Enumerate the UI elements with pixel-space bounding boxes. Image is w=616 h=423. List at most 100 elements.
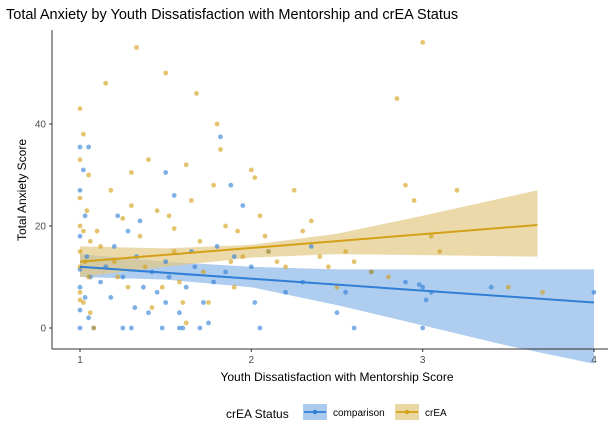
legend-point-comparison <box>312 409 318 415</box>
fit-line-crEA <box>79 224 538 263</box>
point-crEA <box>194 91 199 96</box>
point-crEA <box>98 244 103 249</box>
point-crEA <box>420 40 426 45</box>
point-comparison <box>82 213 88 219</box>
point-comparison <box>129 325 134 331</box>
legend-label-comparison: comparison <box>333 408 385 419</box>
point-comparison <box>488 284 494 290</box>
point-comparison <box>77 307 83 313</box>
point-comparison <box>163 170 169 175</box>
point-crEA <box>317 254 323 259</box>
point-crEA <box>183 320 189 326</box>
point-comparison <box>218 134 223 140</box>
point-crEA <box>240 254 246 259</box>
point-crEA <box>403 182 408 188</box>
point-comparison <box>81 167 86 173</box>
y-tick-label: 40 <box>35 120 47 131</box>
point-comparison <box>420 325 426 331</box>
x-tick-label: 3 <box>420 355 426 366</box>
point-crEA <box>351 259 357 265</box>
point-comparison <box>77 325 83 331</box>
point-comparison <box>206 320 211 326</box>
point-crEA <box>171 249 177 254</box>
point-comparison <box>248 264 254 270</box>
point-comparison <box>132 305 138 310</box>
x-ticks: 1 2 3 4 <box>77 349 597 366</box>
point-crEA <box>154 208 160 214</box>
legend: crEA Status comparison crEA <box>226 404 447 421</box>
point-comparison <box>180 325 186 331</box>
point-crEA <box>103 80 109 86</box>
point-crEA <box>214 121 220 127</box>
confidence-band-crEA <box>80 190 538 277</box>
point-comparison <box>141 284 146 290</box>
point-crEA <box>540 289 545 295</box>
point-crEA <box>129 170 134 175</box>
point-crEA <box>129 203 134 209</box>
point-crEA <box>218 147 223 152</box>
fit-line-comparison <box>79 265 595 304</box>
point-comparison <box>115 213 121 219</box>
point-crEA <box>77 249 83 254</box>
point-crEA <box>283 264 288 270</box>
point-comparison <box>416 282 422 287</box>
point-comparison <box>84 254 90 259</box>
point-crEA <box>428 233 434 239</box>
point-comparison <box>283 289 288 295</box>
point-crEA <box>84 208 90 214</box>
point-crEA <box>81 228 86 234</box>
confidence-band-comparison <box>80 254 594 364</box>
point-comparison <box>86 315 91 321</box>
point-crEA <box>437 249 443 254</box>
x-tick-label: 4 <box>591 355 597 366</box>
fit-lines <box>79 224 595 304</box>
point-crEA <box>86 172 91 178</box>
x-tick-label: 1 <box>77 355 83 366</box>
legend-label-crea: crEA <box>425 408 447 419</box>
y-tick-label: 0 <box>40 324 46 335</box>
point-crEA <box>77 195 83 201</box>
point-crEA <box>368 269 374 275</box>
point-crEA <box>206 300 211 305</box>
point-comparison <box>240 203 246 209</box>
point-crEA <box>77 157 83 163</box>
point-crEA <box>197 238 203 244</box>
point-crEA <box>308 218 314 224</box>
point-crEA <box>231 284 237 290</box>
point-comparison <box>257 325 263 331</box>
point-crEA <box>142 264 148 270</box>
legend-title: crEA Status <box>226 407 289 421</box>
point-crEA <box>146 157 151 163</box>
point-crEA <box>77 297 83 303</box>
point-crEA <box>108 187 114 193</box>
point-comparison <box>223 269 229 275</box>
point-crEA <box>223 223 229 229</box>
point-comparison <box>159 325 165 331</box>
point-comparison <box>146 310 151 316</box>
legend-point-crea <box>404 409 410 415</box>
point-crEA <box>94 228 100 234</box>
point-comparison <box>177 310 182 316</box>
point-crEA <box>505 284 511 290</box>
point-comparison <box>77 284 83 290</box>
point-comparison <box>351 325 357 331</box>
point-crEA <box>77 289 83 295</box>
point-crEA <box>149 305 155 310</box>
point-comparison <box>177 325 182 331</box>
chart-title: Total Anxiety by Youth Dissatisfaction w… <box>6 7 458 23</box>
point-crEA <box>86 274 91 280</box>
scatter-points <box>77 40 597 331</box>
point-crEA <box>87 238 93 244</box>
confidence-bands <box>80 190 594 364</box>
point-comparison <box>591 289 597 295</box>
point-comparison <box>231 254 237 259</box>
point-comparison <box>308 244 314 249</box>
point-comparison <box>163 259 169 265</box>
y-ticks: 0 20 40 <box>35 120 52 335</box>
point-crEA <box>87 310 93 316</box>
point-comparison <box>334 310 340 316</box>
point-comparison <box>120 325 126 331</box>
point-comparison <box>228 182 234 188</box>
point-comparison <box>154 289 160 295</box>
